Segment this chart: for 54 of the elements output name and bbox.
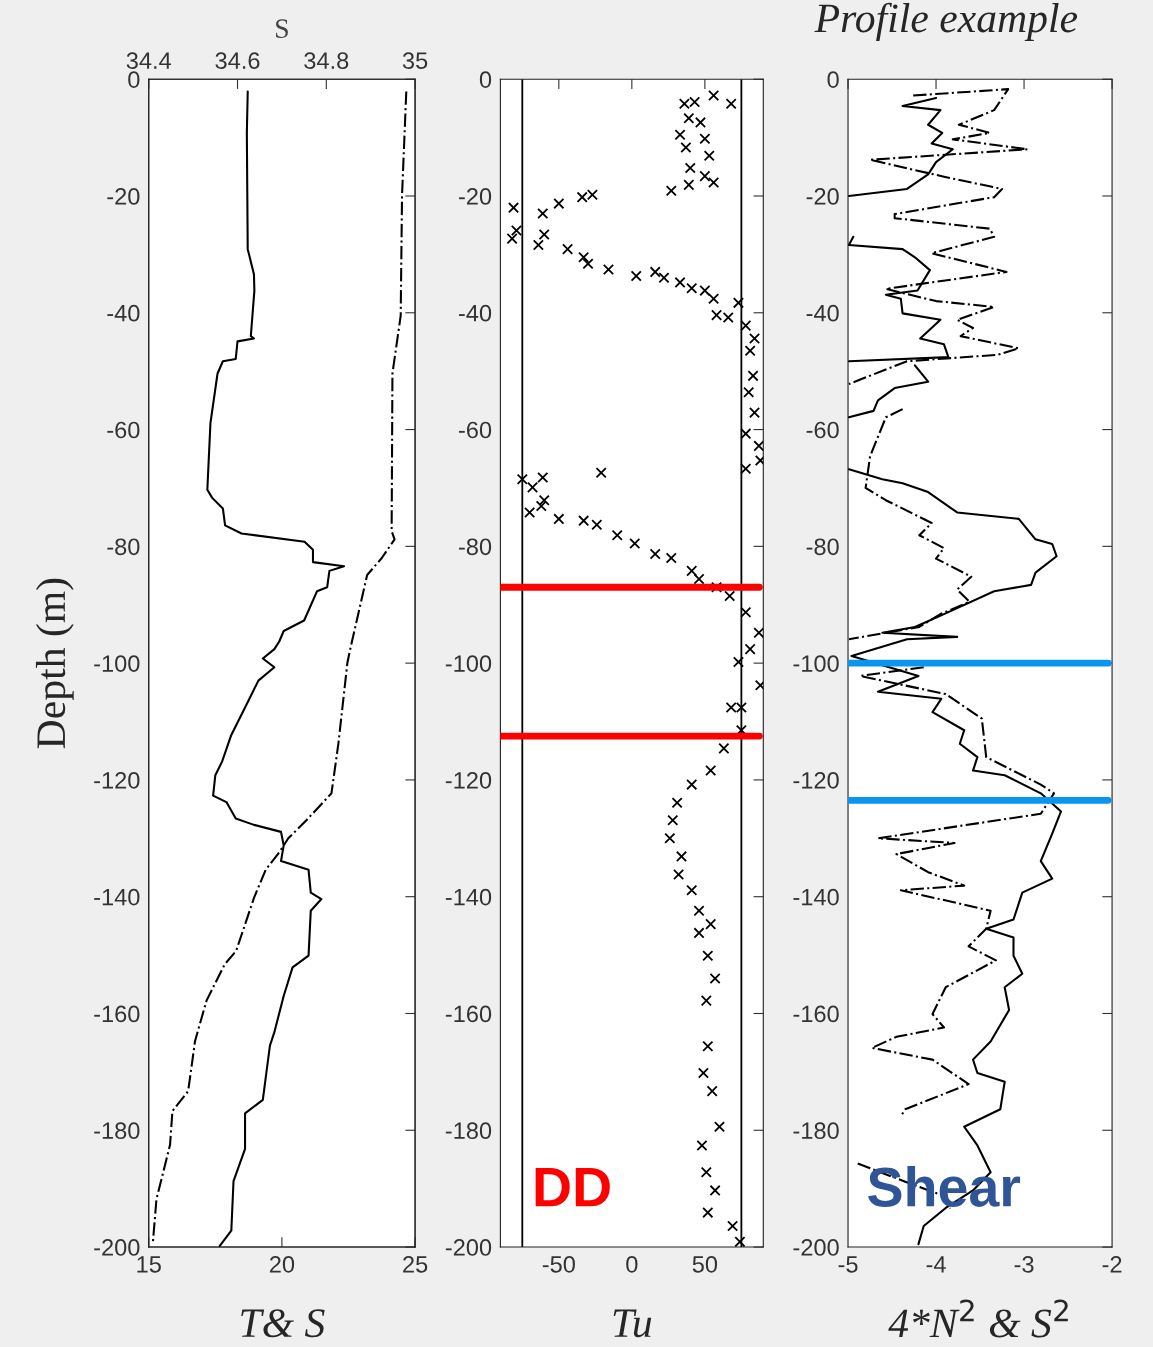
y-tick-label: -180 xyxy=(94,1122,140,1140)
x-axis-title: T& S xyxy=(241,1309,325,1338)
y-tick-label: -180 xyxy=(793,1122,839,1140)
y-tick-label: -100 xyxy=(445,655,492,672)
y-tick-label: -80 xyxy=(458,538,492,556)
x-axis-title: 4*N$^{2}$ & S$^{2}$ xyxy=(888,1299,1068,1338)
y-tick-label: -160 xyxy=(793,1005,839,1023)
y-tick-label: -60 xyxy=(458,421,492,439)
x-tick-label: 20 xyxy=(269,1256,295,1273)
y-tick-label: 0 xyxy=(128,71,140,88)
y-tick-label: 0 xyxy=(827,71,839,88)
y-tick-label: 0 xyxy=(479,71,492,88)
x-tick-label: -3 xyxy=(1014,1256,1034,1273)
y-tick-label: -200 xyxy=(793,1239,839,1256)
y-tick-label: -100 xyxy=(94,655,140,672)
y-tick-label: -200 xyxy=(445,1239,492,1256)
y-tick-label: -120 xyxy=(94,771,140,789)
y-tick-label: -140 xyxy=(94,888,140,906)
y-tick-label: -140 xyxy=(445,888,492,906)
y-tick-label: -120 xyxy=(793,771,839,789)
y-tick-label: -20 xyxy=(458,188,492,205)
y-tick-label: -120 xyxy=(445,771,492,789)
x2-tick-label: 35 xyxy=(402,52,428,69)
y-tick-label: -60 xyxy=(107,421,140,439)
y-tick-label: -200 xyxy=(94,1239,140,1256)
y-tick-label: -20 xyxy=(806,188,839,205)
x-tick-label: -2 xyxy=(1102,1256,1122,1273)
y-tick-label: -140 xyxy=(793,888,839,906)
y-tick-label: -40 xyxy=(806,304,839,322)
y-tick-label: -40 xyxy=(458,304,492,322)
annotation: DD xyxy=(535,1168,610,1207)
x-tick-label: 25 xyxy=(403,1256,428,1273)
x2-tick-label: 34.8 xyxy=(304,52,349,69)
y-tick-label: -160 xyxy=(94,1005,140,1023)
x-tick-label: -4 xyxy=(926,1256,946,1273)
y-tick-label: -160 xyxy=(445,1005,492,1023)
y-tick-label: -40 xyxy=(107,304,140,322)
x-tick-label: 0 xyxy=(626,1256,638,1273)
x2-tick-label: 34.4 xyxy=(126,52,172,69)
x-tick-label: -50 xyxy=(542,1256,575,1273)
y-tick-label: -20 xyxy=(107,188,140,205)
x-tick-label: 50 xyxy=(692,1256,718,1273)
x2-axis-title: S xyxy=(276,19,288,39)
y-tick-label: -60 xyxy=(806,421,839,439)
y-axis-title: Depth (m) xyxy=(35,578,74,749)
y-tick-label: -80 xyxy=(107,538,140,556)
x-tick-label: 15 xyxy=(137,1256,161,1273)
y-tick-label: -100 xyxy=(793,655,839,672)
x-tick-label: -5 xyxy=(838,1256,858,1273)
x-axis-title: Tu xyxy=(613,1309,652,1338)
y-tick-label: -80 xyxy=(806,538,839,556)
y-tick-label: -180 xyxy=(445,1122,492,1140)
x2-tick-label: 34.6 xyxy=(215,52,260,69)
chart-title: Profile example xyxy=(814,2,1078,41)
